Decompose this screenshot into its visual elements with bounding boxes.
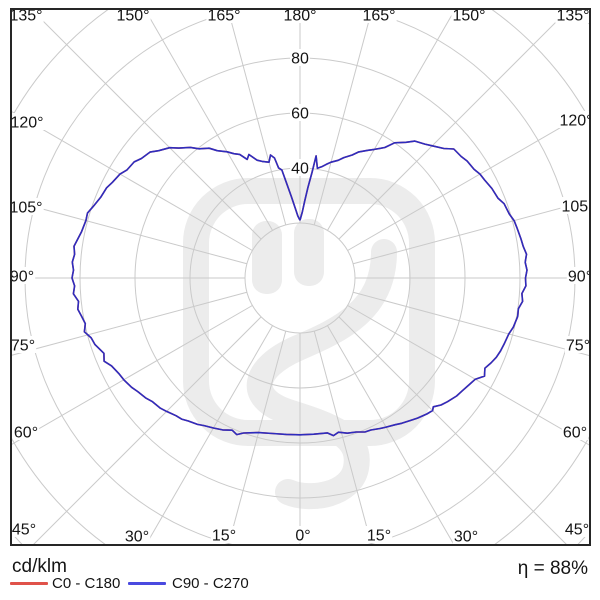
angle-label: 90°	[568, 269, 592, 286]
angle-label-bg	[451, 9, 487, 23]
angle-gridline	[313, 9, 373, 226]
angle-gridline	[352, 199, 590, 265]
angle-label: 15°	[212, 528, 236, 545]
watermark-bar	[294, 219, 324, 286]
angle-gridline	[352, 291, 590, 357]
angle-gridline	[338, 9, 570, 240]
grid-labels: 135° 150° 165° 180° 165° 150° 135° 120° 105° 90° 7…	[9, 8, 594, 546]
angle-label-bg	[206, 9, 242, 23]
angle-label: 120°	[10, 115, 43, 132]
angle-label: 180°	[283, 8, 316, 25]
angle-label-bg	[361, 9, 397, 23]
angle-label-bg	[11, 336, 37, 353]
angle-label-bg	[11, 198, 44, 215]
angle-label-bg	[566, 267, 590, 284]
angle-label: 165°	[362, 8, 395, 25]
angle-label: 135°	[9, 8, 42, 25]
angle-label: 75°	[566, 338, 590, 355]
angle-gridline	[227, 9, 287, 226]
angle-label: 135°	[556, 8, 589, 25]
angle-gridline	[144, 9, 273, 231]
angle-gridline	[145, 325, 273, 545]
radial-axis-label: 60	[291, 106, 309, 123]
legend-line-1	[128, 582, 166, 585]
curve-c90-c270	[71, 140, 528, 437]
angle-gridline	[327, 9, 456, 231]
angle-label-bg	[452, 527, 480, 544]
angle-gridline	[32, 316, 262, 545]
radial-axis-label: 40	[291, 161, 309, 178]
angle-gridline	[347, 305, 590, 447]
legend-item-label: C0 - C180	[52, 575, 121, 592]
angle-label-bg	[11, 9, 44, 23]
angle-label: 45°	[12, 522, 36, 539]
radial-axis-label-bg	[290, 49, 310, 66]
unit-label: cd/klm	[12, 556, 67, 577]
angle-label-bg	[294, 526, 312, 543]
efficiency-label: η = 88%	[517, 558, 588, 579]
watermark-swoosh	[246, 239, 397, 510]
angle-label-bg	[210, 526, 238, 543]
angle-label: 30°	[454, 529, 478, 546]
angle-gridline	[11, 305, 253, 446]
angle-label: 105°	[9, 200, 42, 217]
radial-axis-label-bg	[290, 159, 310, 176]
angle-gridline	[347, 109, 590, 251]
angle-label-bg	[11, 520, 38, 537]
angle-gridline	[338, 316, 568, 545]
angle-label: 30°	[125, 529, 149, 546]
angle-label-bg	[560, 197, 590, 214]
angle-label-bg	[564, 336, 590, 353]
angle-label-bg	[282, 9, 318, 23]
angle-label-bg	[561, 423, 589, 440]
angle-label-bg	[123, 527, 151, 544]
angle-label-bg	[115, 9, 151, 23]
angle-label: 105°	[561, 199, 594, 216]
watermark-bar	[252, 221, 282, 294]
angle-label: 15°	[367, 528, 391, 545]
angle-label-bg	[11, 267, 36, 284]
angle-label: 45°	[565, 522, 589, 539]
angle-gridline	[30, 9, 262, 240]
angle-label-bg	[563, 520, 590, 537]
angle-label: 150°	[116, 8, 149, 25]
angle-label-bg	[365, 526, 393, 543]
legend: C0 - C180 C90 - C270	[0, 546, 600, 600]
angle-label: 60°	[563, 425, 587, 442]
angle-label: 165°	[207, 8, 240, 25]
angle-label-bg	[558, 111, 590, 128]
angle-label-bg	[11, 113, 45, 130]
chart-footer: cd/klm C0 - C180 C90 - C270 η = 88%	[0, 546, 600, 600]
watermark-logo	[183, 178, 435, 510]
angle-label-bg	[12, 423, 40, 440]
legend-item-label: C90 - C270	[172, 575, 249, 592]
angle-gridline	[327, 325, 455, 545]
chart-frame	[10, 8, 591, 546]
angle-label-bg	[555, 9, 590, 23]
radial-axis-label: 80	[291, 51, 309, 68]
angle-gridline	[11, 200, 248, 265]
angle-gridline	[11, 291, 248, 356]
watermark-rounded-square	[183, 178, 435, 446]
radial-axis-label-bg	[290, 104, 310, 121]
angle-gridline	[11, 110, 253, 251]
angle-label: 60°	[14, 425, 38, 442]
angle-label: 90°	[10, 269, 34, 286]
angle-label: 120°	[559, 113, 592, 130]
angle-label: 75°	[11, 338, 35, 355]
angle-label: 0°	[295, 528, 310, 545]
angle-label: 150°	[452, 8, 485, 25]
legend-line-0	[10, 582, 48, 585]
